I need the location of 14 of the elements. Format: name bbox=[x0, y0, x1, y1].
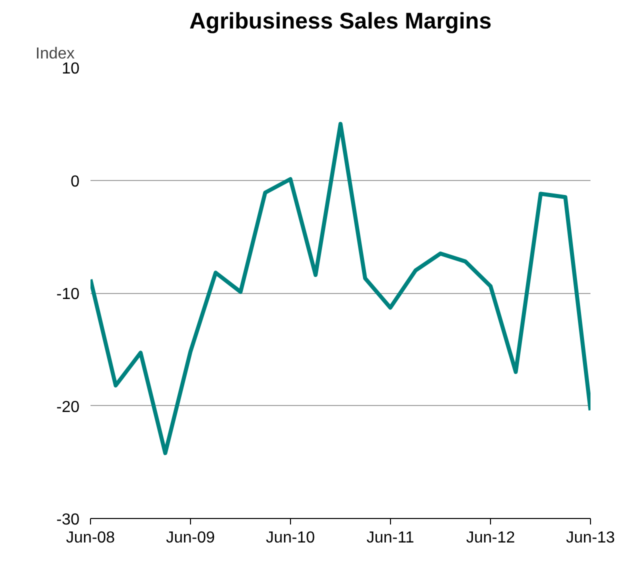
x-tick-label: Jun-12 bbox=[466, 530, 516, 546]
y-axis-title: Index bbox=[36, 46, 75, 62]
y-tick-label: -30 bbox=[56, 512, 80, 528]
x-tick-label: Jun-10 bbox=[266, 530, 315, 546]
line-series bbox=[90, 122, 590, 456]
y-tick-label: -10 bbox=[56, 286, 80, 303]
y-tick-label: 0 bbox=[70, 173, 80, 190]
y-tick-label: 10 bbox=[62, 60, 80, 78]
x-tick-label: Jun-09 bbox=[166, 530, 216, 546]
x-tick-label: Jun-11 bbox=[366, 530, 414, 546]
y-tick-label: -20 bbox=[56, 398, 80, 416]
x-tick-label: Jun-08 bbox=[66, 530, 116, 546]
chart-title: Agribusiness Sales Margins bbox=[189, 8, 492, 34]
x-tick-label: Jun-13 bbox=[566, 530, 616, 546]
